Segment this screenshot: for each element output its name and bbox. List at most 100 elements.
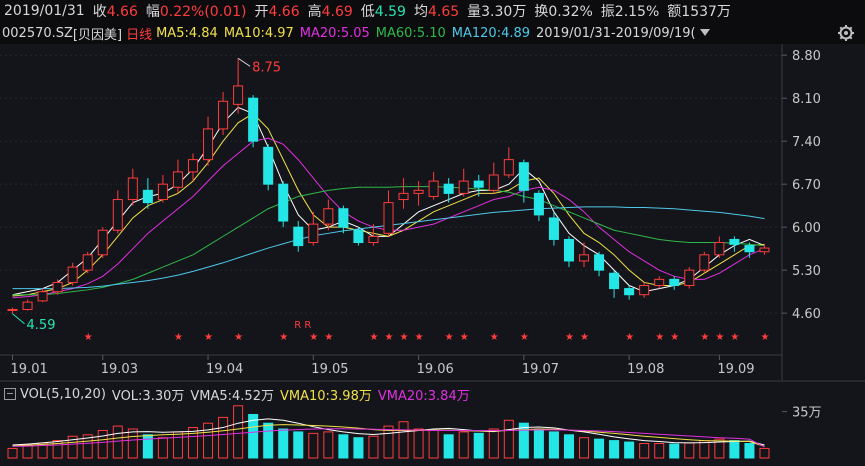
candle-body: [458, 180, 469, 194]
ma20-legend[interactable]: MA20:5.05: [299, 25, 370, 41]
triangle-down-icon[interactable]: [699, 26, 710, 41]
candle-body: [263, 146, 274, 185]
volume-bar: [383, 425, 394, 459]
volume-bar: [157, 437, 168, 459]
turnover-label: 换: [534, 4, 549, 20]
vma5-line: [12, 418, 765, 446]
volume-bar: [428, 429, 439, 459]
close-value: 4.66: [106, 4, 138, 20]
y-tick-label: 6.00: [792, 221, 821, 236]
vol-indicator-label[interactable]: VOL(5,10,20): [20, 386, 106, 402]
annotation-leader: [12, 313, 25, 325]
volume-bar: [684, 442, 695, 459]
candle-body: [278, 183, 289, 222]
candle-body: [473, 180, 484, 188]
candle-body: [518, 162, 529, 191]
collapse-toggle-icon[interactable]: [4, 388, 16, 400]
candle-body: [187, 159, 199, 173]
candle-body: [368, 235, 379, 244]
x-tick-label: 19.01: [11, 362, 48, 377]
vma20-value: VMA20:3.84万: [377, 388, 470, 404]
volume-bar: [624, 441, 635, 459]
amplitude-field: 振2.15%: [601, 1, 659, 21]
candle-body: [157, 183, 168, 201]
marker: ★: [715, 332, 724, 343]
volume-bar: [233, 405, 244, 459]
candle-body: [142, 189, 153, 204]
volume-bar: [278, 428, 289, 459]
volume-bar: [398, 421, 409, 459]
volume-bar: [142, 434, 153, 459]
amount-field: 额1537万: [667, 1, 731, 21]
marker: ★: [700, 332, 709, 343]
candle-body: [669, 278, 680, 287]
candle-body: [548, 217, 559, 240]
volume-bar: [609, 440, 620, 459]
high-value: 4.69: [321, 4, 353, 20]
annotation-high: 8.75: [252, 60, 281, 75]
ma20-line: [12, 137, 765, 299]
marker: ★: [655, 332, 664, 343]
y-tick-label: 8.10: [792, 92, 821, 107]
marker: R R: [294, 320, 311, 331]
ma60-legend[interactable]: MA60:5.10: [375, 25, 446, 41]
annotation-leader: [237, 57, 251, 67]
volume-bar: [112, 425, 123, 459]
marker: ★: [460, 332, 469, 343]
y-tick-label: 8.80: [792, 49, 821, 64]
volume-bar: [563, 434, 574, 459]
candle-body: [533, 192, 544, 216]
avg-field: 均4.65: [414, 1, 459, 21]
ma120-legend[interactable]: MA120:4.89: [451, 25, 531, 41]
volume-legend-bar: VOL(5,10,20) VOL:3.30万 VMA5:4.52万 VMA10:…: [0, 383, 865, 405]
candle-body: [624, 288, 635, 296]
ma10-legend[interactable]: MA10:4.97: [223, 25, 294, 41]
candle-body: [67, 266, 78, 283]
candle-body: [503, 159, 514, 176]
volume-bar: [699, 440, 710, 459]
candle-body: [563, 238, 574, 262]
high-field: 高4.69: [308, 1, 353, 21]
volume-bar: [759, 447, 770, 459]
marker: ★: [400, 332, 409, 343]
volume-bar: [67, 435, 78, 459]
volume-bar: [473, 432, 484, 459]
price-grid: [0, 44, 865, 382]
candle-body: [37, 291, 48, 302]
marker: ★: [565, 332, 574, 343]
volume-bar: [37, 442, 48, 459]
change-field: 幅0.22%(0.01): [146, 1, 247, 21]
stock-code: 002570.SZ: [2, 25, 73, 41]
ma60-line: [12, 186, 765, 296]
amplitude-value: 2.15%: [614, 4, 660, 20]
candle-body: [22, 301, 33, 310]
marker: ★: [490, 332, 499, 343]
volume-bar: [654, 443, 665, 459]
volume-bar: [323, 431, 334, 459]
candle-body: [729, 238, 740, 245]
candle-body: [127, 177, 138, 201]
marker: ★: [625, 332, 634, 343]
marker: ★: [309, 332, 318, 343]
candle-body: [714, 242, 725, 256]
ma-legend-bar: 002570.SZ [贝因美] 日线 MA5:4.84 MA10:4.97 MA…: [0, 22, 865, 44]
volume-bar: [97, 429, 108, 459]
amount-label: 额: [667, 4, 682, 20]
volume-bar: [518, 422, 529, 459]
marker: ★: [234, 332, 243, 343]
ma-lines: [12, 106, 765, 299]
period-label[interactable]: 日线: [126, 27, 153, 43]
date-range: 2019/01/31-2019/09/19(: [536, 25, 696, 41]
volume-bar: [308, 432, 319, 459]
marker: ★: [174, 332, 183, 343]
volume-bar: [533, 428, 544, 459]
date-value: 2019/01/31: [4, 3, 85, 19]
ma120-line: [12, 206, 765, 290]
gear-icon[interactable]: [837, 24, 855, 42]
candle-body: [594, 254, 605, 271]
volume-bar: [82, 434, 93, 459]
candle-body: [609, 272, 620, 290]
volume-bar: [248, 414, 259, 459]
marker: ★: [369, 332, 378, 343]
ma5-legend[interactable]: MA5:4.84: [156, 25, 218, 41]
